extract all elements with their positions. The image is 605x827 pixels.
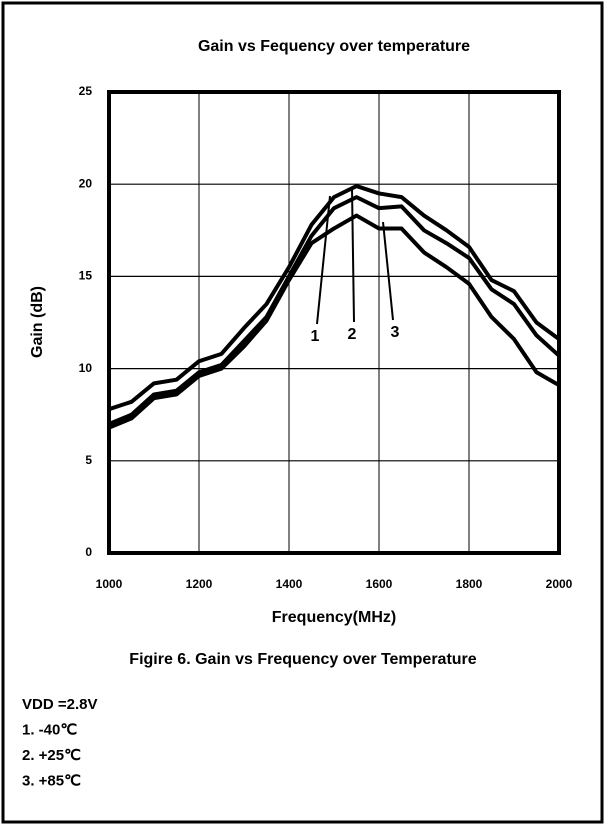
x-tick-label: 2000 (546, 577, 573, 591)
curve-label: 3 (391, 324, 400, 341)
series-line (107, 184, 561, 412)
leader-line (316, 195, 331, 325)
leader-line (382, 221, 394, 321)
caption: Figire 6. Gain vs Frequency over Tempera… (129, 651, 476, 668)
x-tick-label: 1600 (366, 577, 393, 591)
plot-border (107, 90, 561, 555)
series-line (107, 213, 561, 430)
x-tick-label: 1800 (456, 577, 483, 591)
note: 2. +25℃ (22, 747, 81, 764)
y-tick-label: 10 (79, 361, 93, 375)
note: 1. -40℃ (22, 721, 77, 738)
note: VDD =2.8V (22, 696, 97, 713)
x-tick-label: 1400 (276, 577, 303, 591)
y-tick-label: 5 (85, 453, 92, 467)
y-tick-label: 0 (85, 545, 92, 559)
y-axis-label: Gain (dB) (29, 286, 46, 358)
chart-title: Gain vs Fequency over temperature (198, 38, 470, 55)
y-tick-label: 25 (79, 84, 93, 98)
series-line (107, 195, 561, 426)
y-tick-label: 20 (79, 176, 93, 190)
curve-label: 1 (311, 328, 320, 345)
x-tick-label: 1200 (186, 577, 213, 591)
note: 3. +85℃ (22, 772, 81, 789)
leader-line (351, 187, 355, 323)
y-tick-label: 15 (79, 269, 93, 283)
curve-label: 2 (348, 326, 357, 343)
x-axis-label: Frequency(MHz) (272, 609, 396, 626)
x-tick-label: 1000 (96, 577, 123, 591)
